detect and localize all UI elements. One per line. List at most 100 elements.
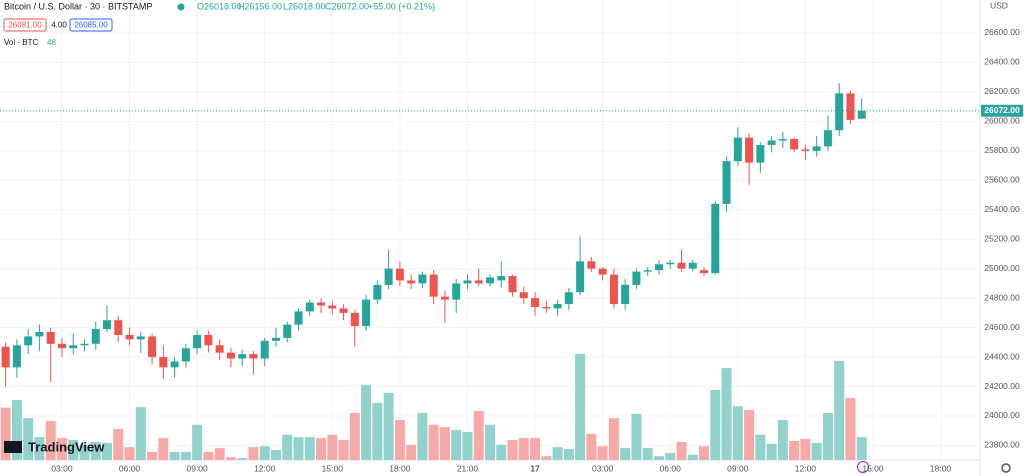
volume-bar [180, 451, 191, 460]
candle-body [463, 280, 472, 284]
volume-bar [68, 440, 79, 460]
volume-bar [597, 446, 608, 460]
candle-body [801, 149, 810, 151]
volume-bar [496, 444, 507, 460]
volume-bar [665, 452, 676, 460]
candle-body [114, 320, 123, 335]
candle-body [57, 343, 66, 349]
change-label: +55.00 (+0.21%) [368, 1, 435, 11]
candle-body [24, 336, 33, 346]
volume-bar [439, 427, 450, 460]
brand-logo [4, 441, 22, 453]
volume-bar [811, 442, 822, 460]
candle-body [46, 332, 55, 344]
candle-body [688, 262, 697, 269]
y-tick-label: 24600.00 [984, 322, 1020, 332]
candle-body [632, 271, 641, 285]
y-tick-label: 25400.00 [984, 204, 1020, 214]
volume-bar [845, 398, 856, 460]
volume-bar [237, 458, 248, 460]
candle-body [170, 361, 179, 368]
volume-bar [113, 429, 124, 460]
candle-body [542, 306, 551, 309]
candle-body [249, 354, 258, 359]
candle-body [294, 311, 303, 325]
volume-bar [406, 444, 417, 460]
volume-bar [169, 451, 180, 460]
candle-body [1, 346, 10, 368]
volume-bar [631, 413, 642, 460]
y-tick-label: 26400.00 [984, 57, 1020, 67]
volume-bar [789, 440, 800, 460]
volume-bar [102, 442, 113, 460]
y-tick-label: 25000.00 [984, 263, 1020, 273]
volume-bar [687, 454, 698, 460]
volume-bar [485, 424, 495, 460]
event-icon[interactable] [857, 461, 869, 473]
y-tick-label: 25800.00 [984, 145, 1020, 155]
candle-body [159, 357, 168, 368]
volume-bar [608, 418, 619, 460]
candle-body [733, 137, 742, 162]
volume-bar [552, 447, 563, 460]
candle-body [711, 203, 720, 274]
candle-body [553, 304, 562, 309]
candle-body [812, 146, 821, 151]
volume-bar [214, 448, 225, 460]
candle-body [756, 144, 765, 163]
currency-label: USD [990, 0, 1008, 10]
candle-body [418, 274, 427, 284]
x-tick-label: 09:00 [727, 463, 749, 473]
candle-body [373, 284, 382, 300]
plot [0, 0, 980, 460]
candle-body [654, 264, 663, 271]
settings-icon[interactable] [1001, 463, 1011, 473]
close-label: C26072.00 [325, 1, 369, 11]
candle-body [440, 296, 449, 300]
volume-bar [451, 430, 462, 460]
volume-bar [620, 448, 631, 460]
volume-bar [90, 441, 101, 460]
volume-bar [777, 420, 788, 460]
candle-body [700, 270, 709, 274]
volume-bar [259, 446, 270, 460]
volume-bar [304, 437, 315, 460]
chart-title: Bitcoin / U.S. Dollar · 30 · BITSTAMP [4, 1, 152, 11]
x-tick-label: 21:00 [457, 463, 479, 473]
x-tick-label: 06:00 [660, 463, 682, 473]
volume-bar [11, 400, 22, 460]
ask-box[interactable] [69, 18, 113, 32]
volume-bar [676, 441, 687, 460]
candle-body [271, 337, 280, 341]
spread-label: 4.00 [51, 21, 67, 30]
volume-bar [23, 418, 34, 460]
volume-bar [710, 390, 721, 460]
candle-body [181, 348, 190, 362]
candle-body [35, 332, 44, 337]
bid-label[interactable]: 26081.00 [8, 21, 42, 30]
y-tick-label: 26000.00 [984, 116, 1020, 126]
volume-bar [158, 438, 169, 460]
candle-body [429, 274, 438, 297]
candle-body [857, 110, 866, 119]
candle-body [305, 302, 314, 312]
high-label: H26156.00 [238, 1, 282, 11]
volume-bar [147, 451, 158, 460]
volume-bar [541, 456, 552, 460]
volume-bar [642, 448, 653, 460]
candle-body [722, 161, 731, 204]
candle-body [508, 276, 517, 293]
candle-body [148, 336, 157, 358]
x-tick-label: 03:00 [51, 463, 73, 473]
candle-body [823, 130, 832, 147]
candle-body [238, 354, 247, 359]
candle-body [395, 268, 404, 281]
x-tick-label: 12:00 [254, 463, 276, 473]
x-tick-label: 15:00 [322, 463, 344, 473]
volume-bar [34, 437, 45, 460]
ask-label[interactable]: 26085.00 [74, 21, 108, 30]
candle-body [125, 334, 134, 340]
bid-box[interactable] [3, 18, 47, 32]
volume-bar [293, 437, 304, 460]
